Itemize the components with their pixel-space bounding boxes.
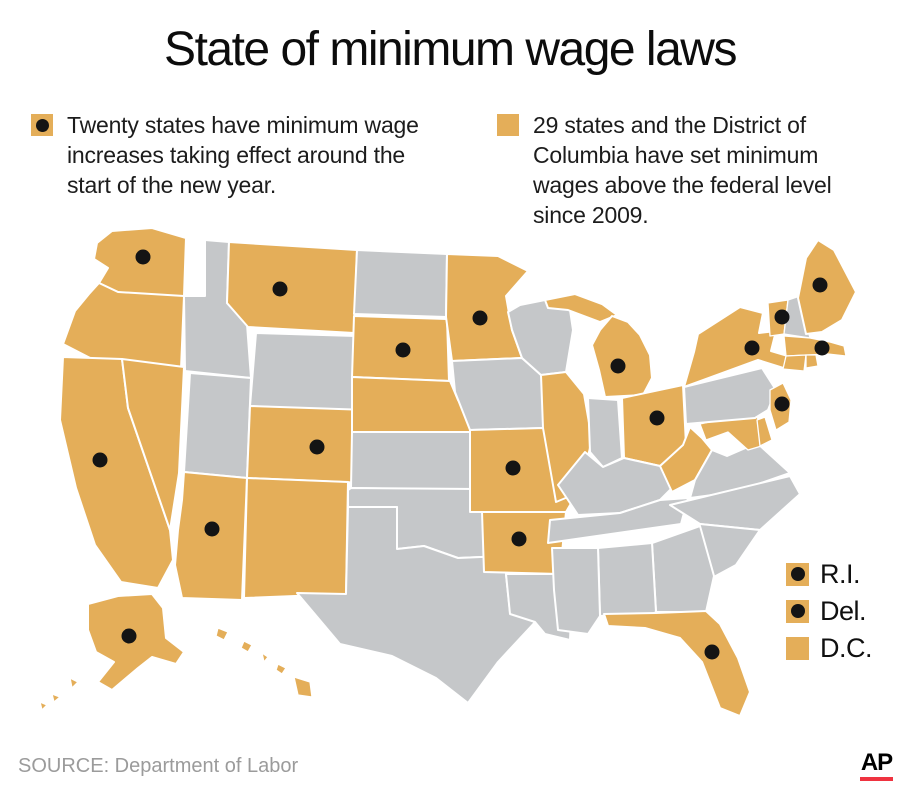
legend-above-federal-item: 29 states and the District of Columbia h… [497,110,865,230]
increase-dot-icon [790,567,805,581]
state-wyoming [249,332,357,412]
increase-dot-fl [704,644,720,660]
state-hawaii-island [261,652,269,663]
state-oregon [62,282,185,370]
state-utah [183,372,252,479]
legend-above-federal-text: 29 states and the District of Columbia h… [533,112,832,228]
state-iowa [451,357,547,431]
state-alaska [87,593,185,691]
state-mississippi [551,547,601,635]
rhode-island-swatch [786,562,809,586]
source-credit: SOURCE: Department of Labor [18,755,299,777]
increase-dots-layer [92,249,830,660]
state-nevada [121,358,185,531]
increase-dot-nj [774,396,790,412]
legend-increase-item: Twenty states have minimum wage increase… [31,110,435,200]
state-pennsylvania [683,367,777,425]
ap-logo-text: AP [860,749,893,776]
legend-row-rhode-island: R.I. [786,559,872,589]
state-delaware [756,416,773,447]
small-states-legend: R.I. Del. D.C. [786,559,873,673]
state-colorado [246,405,369,484]
increase-dot-az [204,521,220,537]
state-indiana [587,397,623,468]
delaware-swatch [786,599,809,623]
increase-dot-mi [610,358,626,374]
state-rhode-island [805,354,819,369]
states-layer [39,227,857,717]
increase-dot-ak [121,628,137,644]
increase-dot-icon [790,604,805,618]
state-florida [603,610,751,717]
increase-dot-co [309,439,325,455]
state-hawaii-island [240,640,253,653]
state-north-dakota [353,249,448,318]
increase-dot-oh [649,410,665,426]
ap-logo: AP [860,750,893,781]
legend-above-federal-swatch [497,114,519,136]
state-alaska-island [51,693,61,703]
increase-dot-wa [135,249,151,265]
legend-increase-swatch [31,114,53,136]
rhode-island-label: R.I. [820,558,861,589]
state-wisconsin [507,299,574,376]
legend-row-delaware: Del. [786,596,872,626]
increase-dot-mt [272,281,288,297]
increase-dot-ca [92,452,108,468]
increase-dot-me [812,277,828,293]
state-west-virginia [659,426,713,493]
state-alaska-island [39,701,48,711]
increase-dot-ar [511,531,527,547]
increase-dot-vt [774,309,790,325]
increase-dot-mn [472,310,488,326]
state-alaska-island [69,677,79,689]
legend-row-dc: D.C. [786,633,873,663]
increase-dot-mo [505,460,521,476]
dc-swatch [786,636,809,660]
state-michigan-upper [544,293,618,323]
state-alabama [597,542,657,623]
increase-dot-ma [814,340,830,356]
increase-dot-sd [395,342,411,358]
state-hawaii-island [215,627,229,641]
state-connecticut [782,354,807,372]
dc-label: D.C. [820,632,873,663]
state-kansas [350,431,484,491]
page-title: State of minimum wage laws [164,23,737,76]
state-texas [296,506,538,704]
state-hawaii-island [293,676,313,698]
state-new-mexico [243,477,349,599]
ap-logo-red-bar [860,777,893,781]
legend-increase-text: Twenty states have minimum wage increase… [67,112,419,198]
state-hawaii-island [275,663,287,675]
delaware-label: Del. [820,595,867,626]
increase-dot-icon [35,118,49,132]
state-tennessee [547,497,689,544]
state-montana [226,241,358,334]
state-new-york [683,306,799,388]
state-north-carolina [669,475,801,531]
state-michigan [591,315,653,398]
increase-dot-ny [744,340,760,356]
